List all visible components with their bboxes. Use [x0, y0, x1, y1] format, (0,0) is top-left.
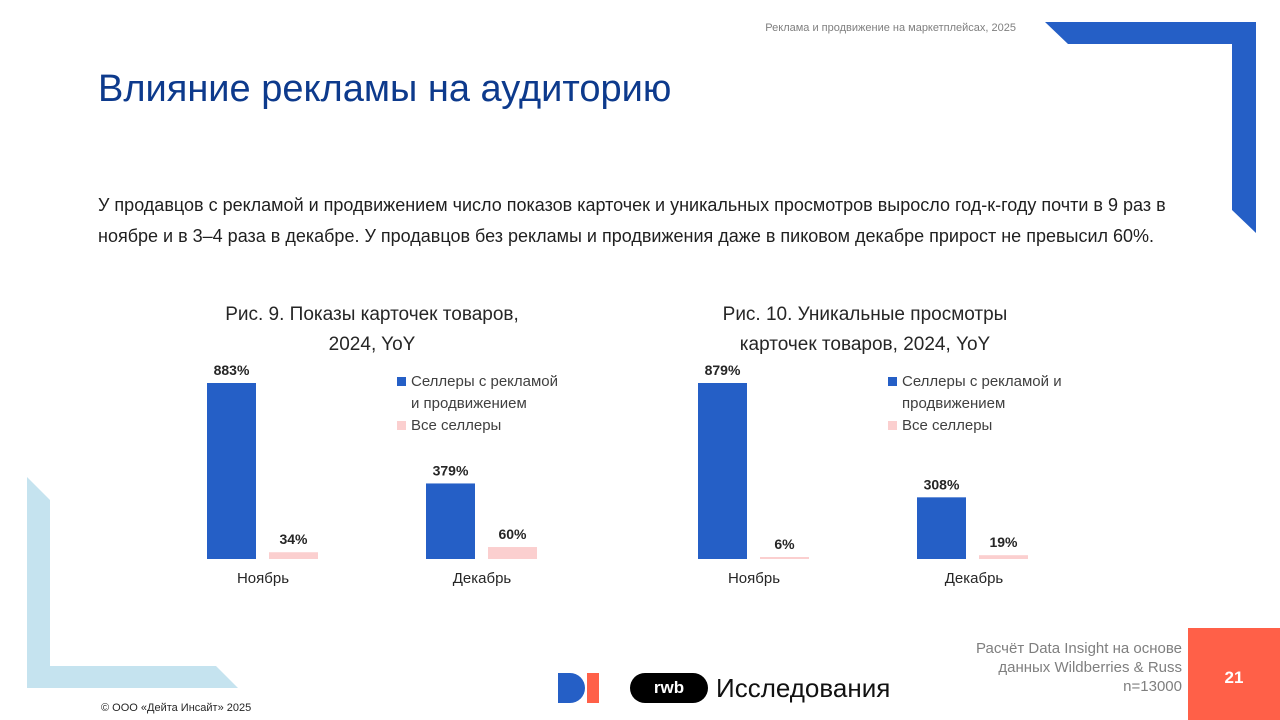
- chart-1-title-line2: 2024, YoY: [328, 334, 416, 355]
- legend-label: продвижением: [902, 395, 1006, 412]
- bar-value-label: 19%: [989, 534, 1018, 550]
- legend-swatch-pink: [888, 421, 897, 430]
- bar-value-label: 60%: [498, 526, 527, 542]
- chart-1-category-november: Ноябрь: [236, 570, 290, 587]
- chart-1-title-line1: Рис. 9. Показы карточек товаров,: [225, 304, 519, 325]
- corner-decoration-top-right: [1045, 22, 1256, 233]
- bar-value-label: 379%: [433, 462, 469, 478]
- bar-advertised-november: [698, 383, 747, 559]
- chart-1-legend-item-all: Все селлеры: [397, 415, 558, 437]
- chart-2-legend: Селлеры с рекламой и продвижением Все се…: [888, 371, 1062, 437]
- legend-label: Все селлеры: [902, 417, 993, 434]
- chart-1-legend: Селлеры с рекламой и продвижением Все се…: [397, 371, 558, 437]
- chart-1-legend-item-advertised: Селлеры с рекламой и продвижением: [397, 371, 558, 415]
- legend-label: и продвижением: [411, 395, 527, 412]
- page-title: Влияние рекламы на аудиторию: [98, 68, 672, 110]
- chart-2-title-line1: Рис. 10. Уникальные просмотры: [722, 304, 1008, 325]
- chart-1-title: Рис. 9. Показы карточек товаров, 2024, Y…: [170, 300, 574, 360]
- header-source: Реклама и продвижение на маркетплейсах, …: [765, 22, 1016, 34]
- data-insight-logo: [558, 673, 599, 703]
- footer-source-line1: Расчёт Data Insight на основе: [976, 640, 1182, 657]
- legend-label: Селлеры с рекламой: [411, 373, 559, 390]
- bar-value-label: 879%: [705, 362, 741, 378]
- chart-1-category-december: Декабрь: [452, 570, 512, 587]
- bar-all-december: [979, 555, 1028, 559]
- bar-all-december: [488, 547, 537, 559]
- chart-2-title: Рис. 10. Уникальные просмотры карточек т…: [660, 300, 1070, 360]
- footer-source-line3: n=13000: [1123, 678, 1182, 695]
- legend-label: Селлеры с рекламой и: [902, 373, 1062, 390]
- legend-swatch-blue: [397, 377, 406, 386]
- legend-swatch-blue: [888, 377, 897, 386]
- bar-all-november: [269, 552, 318, 559]
- bar-value-label: 6%: [774, 536, 795, 552]
- bar-value-label: 308%: [924, 476, 960, 492]
- copyright: © ООО «Дейта Инсайт» 2025: [101, 702, 252, 714]
- bar-advertised-november: [207, 383, 256, 559]
- legend-swatch-pink: [397, 421, 406, 430]
- page-number-box: [1188, 628, 1280, 720]
- bar-all-november: [760, 557, 809, 559]
- footer-source: Расчёт Data Insight на основе данных Wil…: [930, 639, 1182, 696]
- page-number: 21: [1224, 668, 1244, 687]
- chart-2-category-december: Декабрь: [944, 570, 1004, 587]
- chart-1-plot: 883% 34% 379% 60%: [207, 362, 537, 559]
- bar-advertised-december: [917, 497, 966, 559]
- chart-2-legend-item-advertised: Селлеры с рекламой и продвижением: [888, 371, 1062, 415]
- chart-2-legend-item-all: Все селлеры: [888, 415, 1062, 437]
- lead-paragraph: У продавцов с рекламой и продвижением чи…: [98, 195, 1166, 246]
- research-brand-text: Исследования: [716, 673, 891, 703]
- rwb-logo: rwb: [630, 673, 708, 703]
- bar-value-label: 34%: [279, 531, 308, 547]
- footer-source-line2: данных Wildberries & Russ: [998, 659, 1182, 676]
- chart-2-title-line2: карточек товаров, 2024, YoY: [739, 334, 991, 355]
- bar-advertised-december: [426, 483, 475, 559]
- chart-2-plot: 879% 6% 308% 19%: [698, 362, 1028, 559]
- corner-decoration-bottom-left: [27, 477, 238, 688]
- bar-value-label: 883%: [214, 362, 250, 378]
- chart-2-category-november: Ноябрь: [727, 570, 781, 587]
- legend-label: Все селлеры: [411, 417, 502, 434]
